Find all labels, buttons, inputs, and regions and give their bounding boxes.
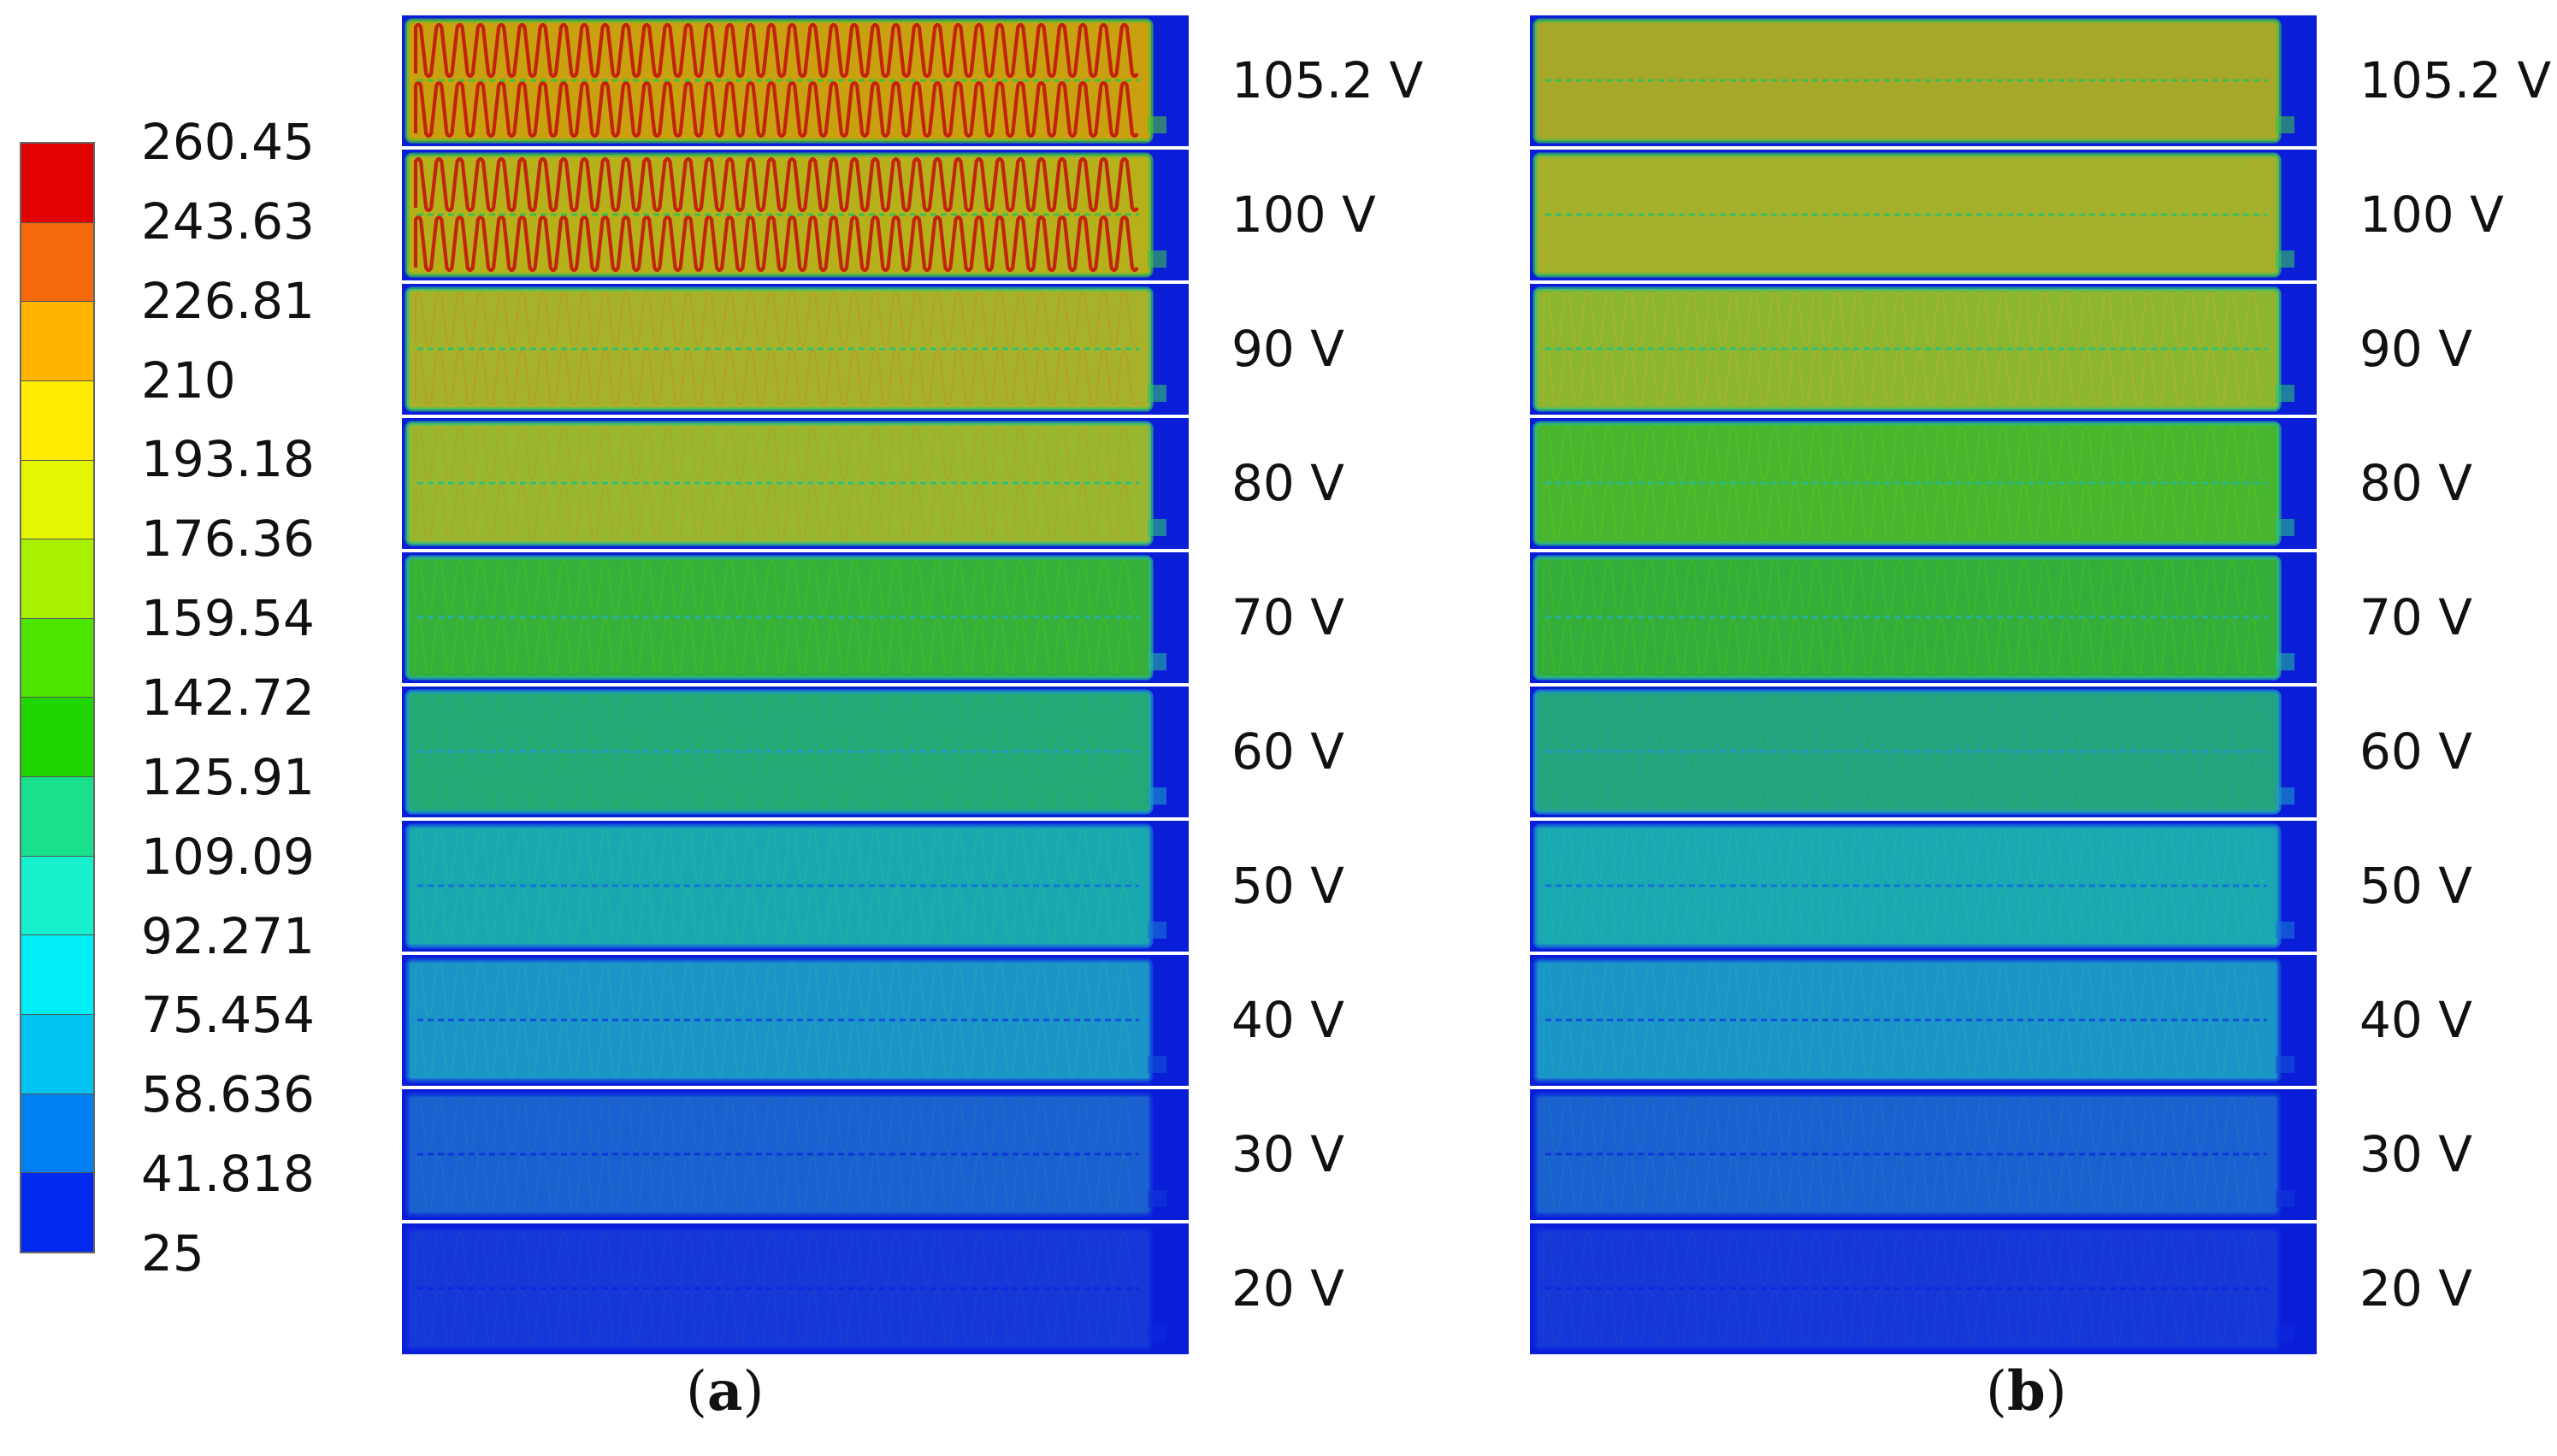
temperature-strip: 80 V <box>1530 418 2472 552</box>
heater-simulation-image <box>1530 150 2317 280</box>
temperature-strip: 50 V <box>1530 821 2472 955</box>
temperature-strip: 90 V <box>402 284 1344 418</box>
voltage-label: 40 V <box>1231 991 1344 1049</box>
heater-simulation-image <box>402 821 1189 952</box>
caption-a-letter: a <box>706 1359 743 1424</box>
legend-swatch <box>21 539 93 619</box>
color-legend-bar <box>20 142 95 1253</box>
temperature-strip: 70 V <box>402 552 1344 687</box>
legend-swatch <box>21 144 93 223</box>
legend-label: 109.09 <box>141 827 315 886</box>
caption-a: (a) <box>686 1359 765 1424</box>
heater-simulation-image <box>402 552 1189 683</box>
legend-label: 210 <box>141 351 236 410</box>
legend-label: 142.72 <box>141 669 315 727</box>
voltage-label: 105.2 V <box>1231 51 1424 109</box>
heater-simulation-image <box>1530 821 2317 952</box>
legend-label: 159.54 <box>141 589 315 648</box>
caption-b-letter: b <box>2006 1359 2046 1424</box>
temperature-strip: 100 V <box>1530 150 2504 284</box>
legend-swatch <box>21 1173 93 1252</box>
temperature-strip: 105.2 V <box>402 15 1423 150</box>
legend-label: 25 <box>141 1224 204 1282</box>
voltage-label: 100 V <box>2359 186 2504 244</box>
temperature-strip: 100 V <box>402 150 1376 284</box>
legend-swatch <box>21 380 93 461</box>
heater-simulation-image <box>402 284 1189 415</box>
heater-simulation-image <box>1530 15 2317 146</box>
legend-label: 75.454 <box>141 986 315 1045</box>
legend-swatch <box>21 618 93 699</box>
legend-swatch <box>21 1093 93 1174</box>
heater-simulation-image <box>1530 1223 2317 1354</box>
heater-simulation-image <box>1530 552 2317 683</box>
temperature-strip: 90 V <box>1530 284 2472 418</box>
legend-label: 226.81 <box>141 271 315 330</box>
temperature-strip: 80 V <box>402 418 1344 552</box>
heater-simulation-image <box>402 955 1189 1086</box>
legend-label: 243.63 <box>141 192 315 251</box>
voltage-label: 90 V <box>1231 320 1344 378</box>
voltage-label: 50 V <box>1231 857 1344 915</box>
voltage-label: 40 V <box>2359 991 2472 1049</box>
voltage-label: 60 V <box>1231 722 1344 781</box>
temperature-strip: 60 V <box>1530 687 2472 821</box>
legend-swatch <box>21 777 93 857</box>
legend-swatch <box>21 222 93 303</box>
legend-swatch <box>21 698 93 778</box>
heater-simulation-image <box>402 15 1189 146</box>
voltage-label: 100 V <box>1231 186 1376 244</box>
legend-swatch <box>21 1015 93 1094</box>
heater-simulation-image <box>1530 418 2317 549</box>
temperature-strip: 105.2 V <box>1530 15 2551 150</box>
temperature-strip: 20 V <box>402 1223 1344 1358</box>
legend-label: 176.36 <box>141 510 315 569</box>
legend-label: 260.45 <box>141 113 315 171</box>
voltage-label: 50 V <box>2359 857 2472 915</box>
legend-swatch <box>21 460 93 540</box>
voltage-label: 20 V <box>2359 1259 2472 1317</box>
temperature-strip: 40 V <box>1530 955 2472 1089</box>
legend-swatch <box>21 856 93 936</box>
voltage-label: 70 V <box>2359 588 2472 646</box>
heater-simulation-image <box>402 1223 1189 1354</box>
temperature-strip: 60 V <box>402 687 1344 821</box>
voltage-label: 20 V <box>1231 1259 1344 1317</box>
temperature-strip: 50 V <box>402 821 1344 955</box>
temperature-strip: 30 V <box>1530 1089 2472 1223</box>
voltage-label: 80 V <box>2359 454 2472 512</box>
voltage-label: 30 V <box>1231 1125 1344 1183</box>
heater-simulation-image <box>402 150 1189 280</box>
heater-simulation-image <box>1530 1089 2317 1220</box>
voltage-label: 105.2 V <box>2359 51 2552 109</box>
legend-label: 41.818 <box>141 1145 315 1204</box>
voltage-label: 60 V <box>2359 722 2472 781</box>
heater-simulation-image <box>402 418 1189 549</box>
heater-simulation-image <box>1530 955 2317 1086</box>
caption-b: (b) <box>1986 1359 2067 1424</box>
voltage-label: 30 V <box>2359 1125 2472 1183</box>
heater-simulation-image <box>1530 687 2317 817</box>
temperature-strip: 70 V <box>1530 552 2472 687</box>
heater-simulation-image <box>402 1089 1189 1220</box>
temperature-strip: 40 V <box>402 955 1344 1089</box>
heater-simulation-image <box>1530 284 2317 415</box>
legend-swatch <box>21 302 93 381</box>
legend-label: 58.636 <box>141 1065 315 1124</box>
temperature-strip: 30 V <box>402 1089 1344 1223</box>
color-legend-labels: 260.45 243.63 226.81 210 193.18 176.36 159.54 1… <box>141 117 329 1278</box>
heater-simulation-image <box>402 687 1189 817</box>
voltage-label: 90 V <box>2359 320 2472 378</box>
voltage-label: 80 V <box>1231 454 1344 512</box>
temperature-strip: 20 V <box>1530 1223 2472 1358</box>
legend-label: 193.18 <box>141 430 315 489</box>
voltage-label: 70 V <box>1231 588 1344 646</box>
legend-label: 92.271 <box>141 906 315 965</box>
legend-swatch <box>21 935 93 1016</box>
legend-label: 125.91 <box>141 747 315 806</box>
